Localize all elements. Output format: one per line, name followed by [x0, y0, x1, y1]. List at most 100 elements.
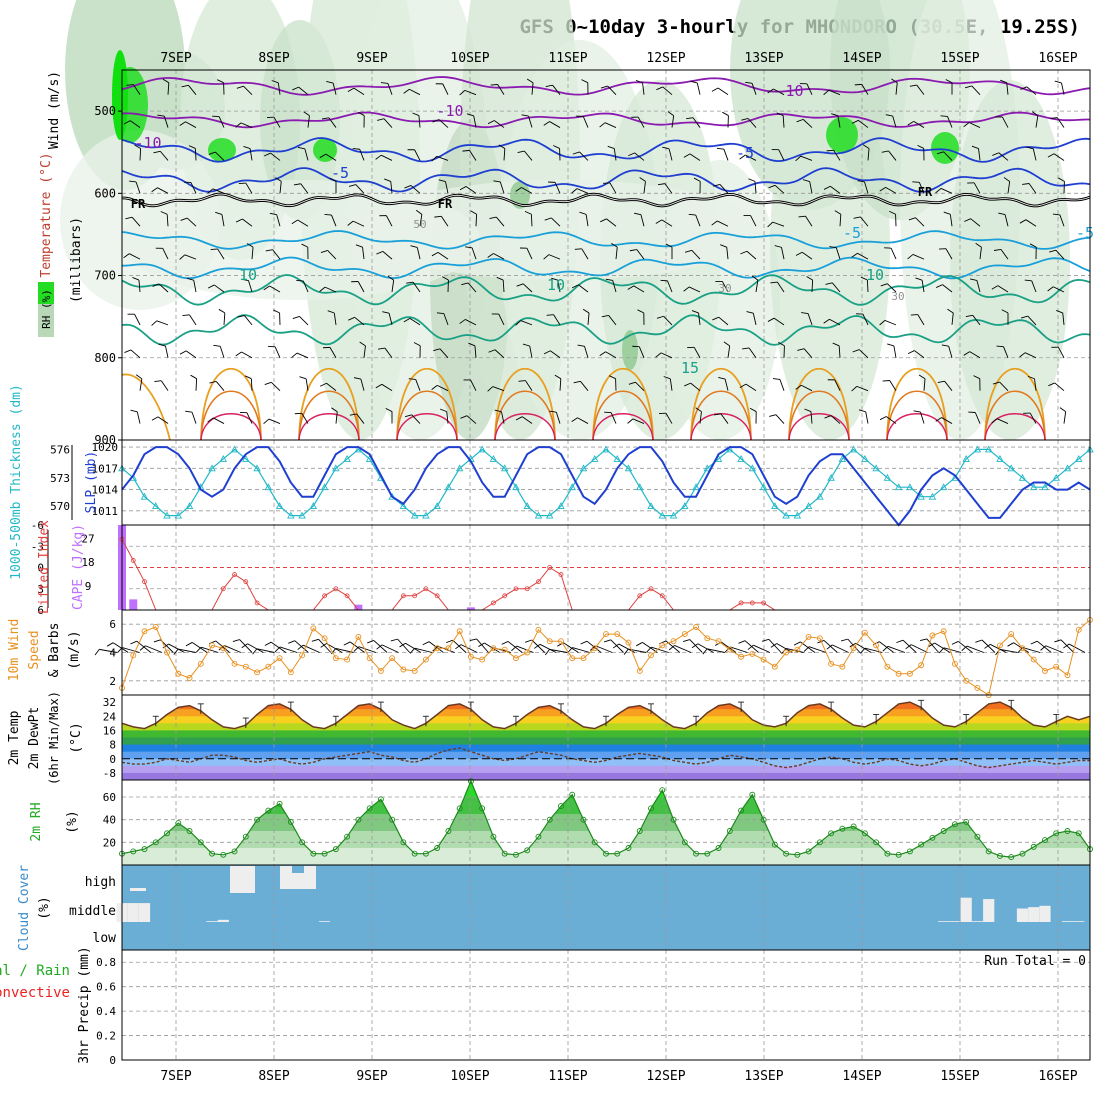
upper-wind-barb: [629, 249, 645, 260]
rh-marker: [558, 803, 564, 810]
ylabel-cloud: Cloud Cover: [17, 865, 32, 951]
date-labels-top: 7SEP 8SEP 9SEP 10SEP 11SEP 12SEP 13SEP 14SEP 15S…: [160, 51, 1077, 66]
upper-wind-barb: [491, 313, 505, 326]
thickness-marker: [973, 445, 982, 453]
wind-speed-marker: [344, 656, 351, 663]
upper-wind-barb: [879, 186, 897, 194]
rh-marker: [445, 828, 452, 834]
cloud-mid-bar: [138, 903, 151, 922]
thickness-marker: [1041, 483, 1049, 491]
upper-wind-barb: [544, 217, 561, 227]
lifted-index-marker: [243, 579, 249, 585]
ytick-precip: 0.4: [96, 1005, 116, 1018]
rh-marker: [141, 846, 148, 853]
cloud-level-label: middle: [69, 904, 116, 919]
upper-wind-barb: [1048, 382, 1065, 392]
upper-wind-barb: [543, 254, 561, 260]
upper-wind-barb: [772, 378, 785, 391]
surface-wind-barb: [938, 647, 962, 654]
isotherm-minus-10: [121, 76, 1091, 96]
upper-wind-barb: [489, 216, 505, 227]
upper-wind-barb: [601, 314, 617, 326]
upper-wind-barb: [715, 280, 729, 293]
thickness-marker: [568, 483, 576, 491]
freezing-line-core: [121, 193, 1091, 207]
rh-marker: [873, 839, 880, 846]
lifted-index-marker: [648, 586, 654, 592]
upper-wind-barb: [795, 155, 813, 162]
ylabel-slp: SLP (mb): [84, 451, 99, 514]
upper-wind-barb: [742, 347, 757, 359]
upper-wind-barb: [324, 214, 337, 227]
rh-marker: [636, 828, 643, 834]
wind-speed-marker: [940, 628, 947, 635]
upper-wind-barb: [600, 218, 617, 227]
upper-wind-barb: [964, 218, 981, 227]
upper-wind-barb: [207, 417, 225, 424]
surface-wind-barb: [882, 645, 906, 653]
date-label-top: 12SEP: [646, 51, 685, 66]
upper-wind-barb: [403, 317, 421, 326]
upper-wind-barb: [937, 380, 953, 391]
upper-wind-barb: [1023, 412, 1037, 424]
wind-speed-marker: [152, 624, 159, 630]
upper-wind-barb: [239, 411, 253, 424]
upper-wind-barb: [656, 315, 673, 326]
upper-wind-barb: [436, 312, 449, 326]
upper-wind-barb: [407, 149, 421, 161]
upper-wind-barb: [665, 243, 673, 260]
upper-wind-barb: [740, 250, 757, 260]
upper-wind-barb: [377, 347, 393, 359]
warm-isotherm: [121, 373, 171, 441]
wind-speed-marker: [591, 645, 598, 652]
surface-wind-barb: [117, 647, 140, 653]
upper-wind-barb: [891, 78, 898, 95]
warm-isotherm: [494, 390, 556, 441]
upper-wind-barb: [459, 186, 477, 194]
surface-wind-barb: [478, 642, 500, 653]
cape-bar: [466, 607, 475, 610]
wind-speed-marker: [569, 655, 576, 662]
rh-marker: [704, 850, 711, 857]
upper-wind-barb: [218, 308, 226, 325]
upper-wind-barb: [269, 212, 281, 227]
surface-wind-barb: [1063, 643, 1086, 653]
surface-wind-barb: [241, 643, 264, 653]
upper-wind-barb: [207, 284, 225, 293]
thickness-marker: [894, 483, 903, 491]
rh-marker: [839, 825, 846, 832]
wind-speed-marker: [974, 684, 981, 691]
lifted-index-marker: [130, 558, 136, 563]
lifted-index-marker: [220, 586, 226, 592]
cape-bar: [354, 604, 363, 610]
dewpoint-2m-line: [121, 747, 1090, 769]
upper-wind-barb: [602, 182, 617, 194]
upper-wind-barb: [581, 79, 589, 95]
ytick-temp: 8: [109, 739, 116, 752]
ytick-li: -6: [31, 519, 44, 532]
upper-wind-barb: [185, 410, 197, 424]
thickness-marker: [478, 445, 486, 453]
thickness-marker: [557, 502, 565, 510]
upper-wind-barb: [434, 215, 449, 227]
upper-wind-barb: [857, 180, 869, 194]
rh-marker: [625, 845, 632, 851]
upper-wind-barb: [940, 115, 953, 128]
thickness-marker: [512, 483, 520, 491]
ylabel-lifted-index: Lifted Index: [37, 520, 52, 614]
wind-speed-marker: [242, 663, 249, 670]
wind-speed-marker: [1008, 631, 1015, 638]
surface-wind-barb: [511, 645, 534, 653]
upper-wind-barb: [487, 386, 505, 392]
upper-wind-barb: [627, 285, 645, 293]
cloud-cover-panel: high middle low: [69, 864, 1091, 951]
upper-wind-barb: [515, 320, 533, 326]
rh-high-spot: [208, 138, 236, 162]
upper-wind-barb: [183, 181, 197, 194]
ylabel-wind: Wind (m/s): [47, 71, 62, 149]
cloud-mid-bar: [319, 921, 331, 922]
lifted-index-marker: [412, 593, 418, 599]
upper-wind-barb: [627, 418, 645, 424]
rh-marker: [997, 852, 1003, 859]
upper-wind-barb: [179, 350, 197, 359]
